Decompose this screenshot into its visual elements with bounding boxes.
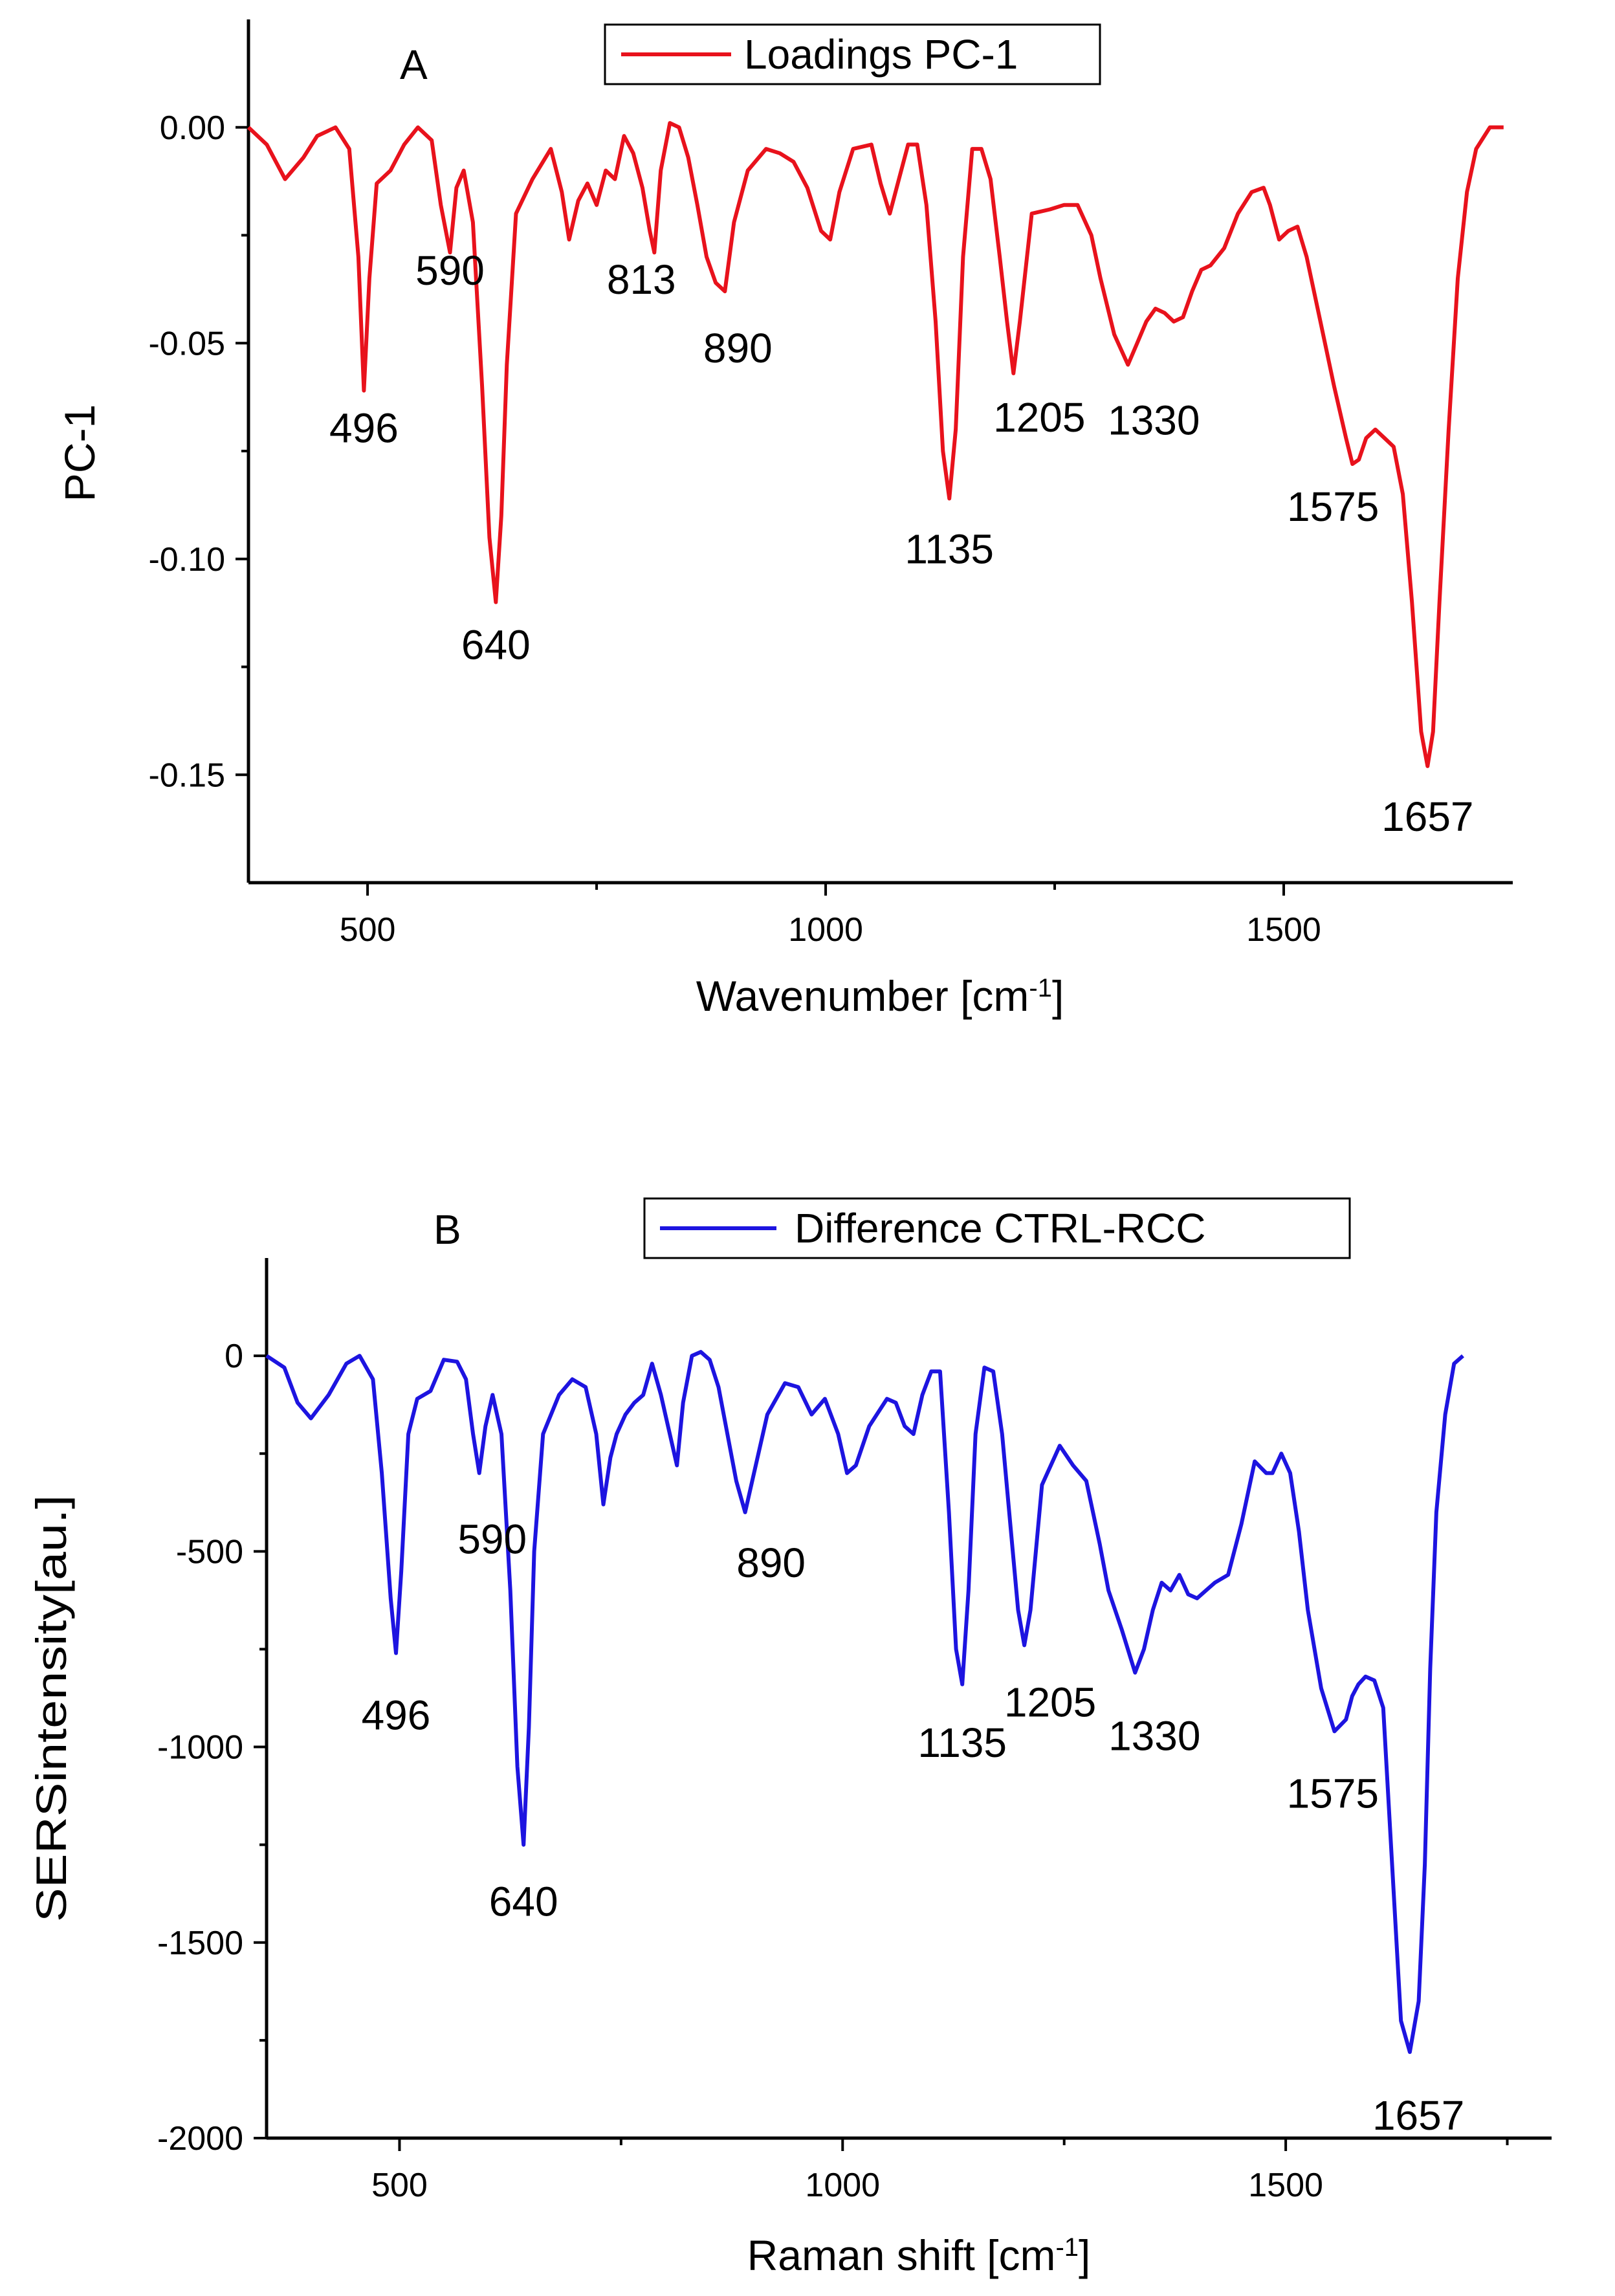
panel-a-peak-label: 1205 <box>993 394 1085 441</box>
panel-b-x-tick-label: 1500 <box>1248 2167 1323 2204</box>
panel-a-x-axis-title: Wavenumber [cm-1] <box>696 972 1064 1020</box>
panel-b-peak-label: 1205 <box>1004 1679 1096 1725</box>
panel-b-legend: Difference CTRL-RCC <box>643 1197 1351 1259</box>
panel-b-y-tick-label: -500 <box>176 1533 243 1571</box>
panel-a-y-tick-label: -0.10 <box>148 541 225 579</box>
panel-a-letter: A <box>400 41 428 88</box>
panel-a-peak-label: 1575 <box>1287 483 1379 530</box>
panel-b-x-axis-title-close: ] <box>1079 2231 1090 2279</box>
panel-b-peak-label: 640 <box>489 1879 558 1925</box>
panel-b-peak-label: 1657 <box>1372 2092 1464 2139</box>
panel-b-series-line <box>265 1350 1464 2054</box>
panel-b-peak-label: 496 <box>362 1692 431 1738</box>
panel-b-peak-label: 1135 <box>917 1719 1007 1766</box>
panel-a-peak-labels: 496 590 640 813 890 1135 1205 1330 1575 1657 <box>329 247 1473 840</box>
panel-a-peak-label: 890 <box>703 325 773 371</box>
panel-b-x-axis-title-sup: -1 <box>1055 2233 1079 2262</box>
panel-a-x-ticks: 500 1000 1500 <box>340 883 1321 949</box>
panel-a-x-axis-title-text: Wavenumber [cm <box>696 972 1029 1020</box>
panel-a-y-tick-label: 0.00 <box>160 109 225 147</box>
panel-b-y-tick-label: 0 <box>225 1338 243 1375</box>
panel-a-y-ticks: 0.00 -0.05 -0.10 -0.15 <box>148 109 248 794</box>
panel-a-x-axis-title-close: ] <box>1052 972 1064 1020</box>
panel-b-peak-label: 1575 <box>1287 1770 1379 1816</box>
panel-a-x-tick-label: 1000 <box>788 911 863 949</box>
panel-b-y-tick-label: -2000 <box>157 2120 243 2158</box>
panel-a-x-tick-label: 500 <box>340 911 396 949</box>
panel-b-chart: B Difference CTRL-RCC 0-500-1000-1500-20… <box>27 1197 1552 2279</box>
panel-a-x-tick-label: 1500 <box>1246 911 1321 949</box>
panel-b-legend-label: Difference CTRL-RCC <box>795 1205 1205 1252</box>
panel-a-legend-label: Loadings PC-1 <box>744 31 1018 78</box>
panel-a-peak-label: 590 <box>415 247 485 294</box>
panel-b-x-tick-label: 500 <box>371 2167 428 2204</box>
panel-a-y-axis-title: PC-1 <box>56 404 104 502</box>
panel-b-x-axis-title-text: Raman shift [cm <box>747 2231 1056 2279</box>
panel-a-x-axis-title-sup: -1 <box>1029 974 1052 1002</box>
panel-a-y-tick-label: -0.05 <box>148 325 225 362</box>
panel-b-x-ticks: 500 1000 1500 <box>371 2138 1509 2204</box>
panel-a-peak-label: 1135 <box>905 525 994 572</box>
panel-a-chart: A Loadings PC-1 0.00 -0.05 -0.10 -0.15 500 1… <box>56 19 1513 1020</box>
panel-b-letter: B <box>434 1206 461 1253</box>
panel-a-peak-label: 1657 <box>1381 793 1473 840</box>
panel-b-peak-label: 890 <box>736 1540 806 1586</box>
panel-b-x-tick-label: 1000 <box>805 2167 880 2204</box>
panel-a-peak-label: 813 <box>607 256 676 303</box>
panel-b-x-axis-title: Raman shift [cm-1] <box>747 2231 1091 2279</box>
panel-b-y-tick-label: -1000 <box>157 1729 243 1767</box>
panel-b-y-axis-title: SERSintensity[au.] <box>27 1495 75 1922</box>
panel-a-legend: Loadings PC-1 <box>604 23 1101 85</box>
panel-b-peak-label: 590 <box>457 1516 527 1562</box>
panel-b-y-tick-label: -1500 <box>157 1925 243 1962</box>
panel-a-peak-label: 496 <box>329 405 399 452</box>
panel-a-peak-label: 640 <box>461 621 531 668</box>
panel-a-series-line <box>247 121 1504 768</box>
panel-b-peak-label: 1330 <box>1108 1713 1200 1760</box>
panel-a-peak-label: 1330 <box>1108 397 1200 444</box>
panel-b-y-ticks: 0 -500 -1000 -1500 -2000 <box>157 1338 267 2158</box>
panel-a-y-tick-label: -0.15 <box>148 756 225 794</box>
